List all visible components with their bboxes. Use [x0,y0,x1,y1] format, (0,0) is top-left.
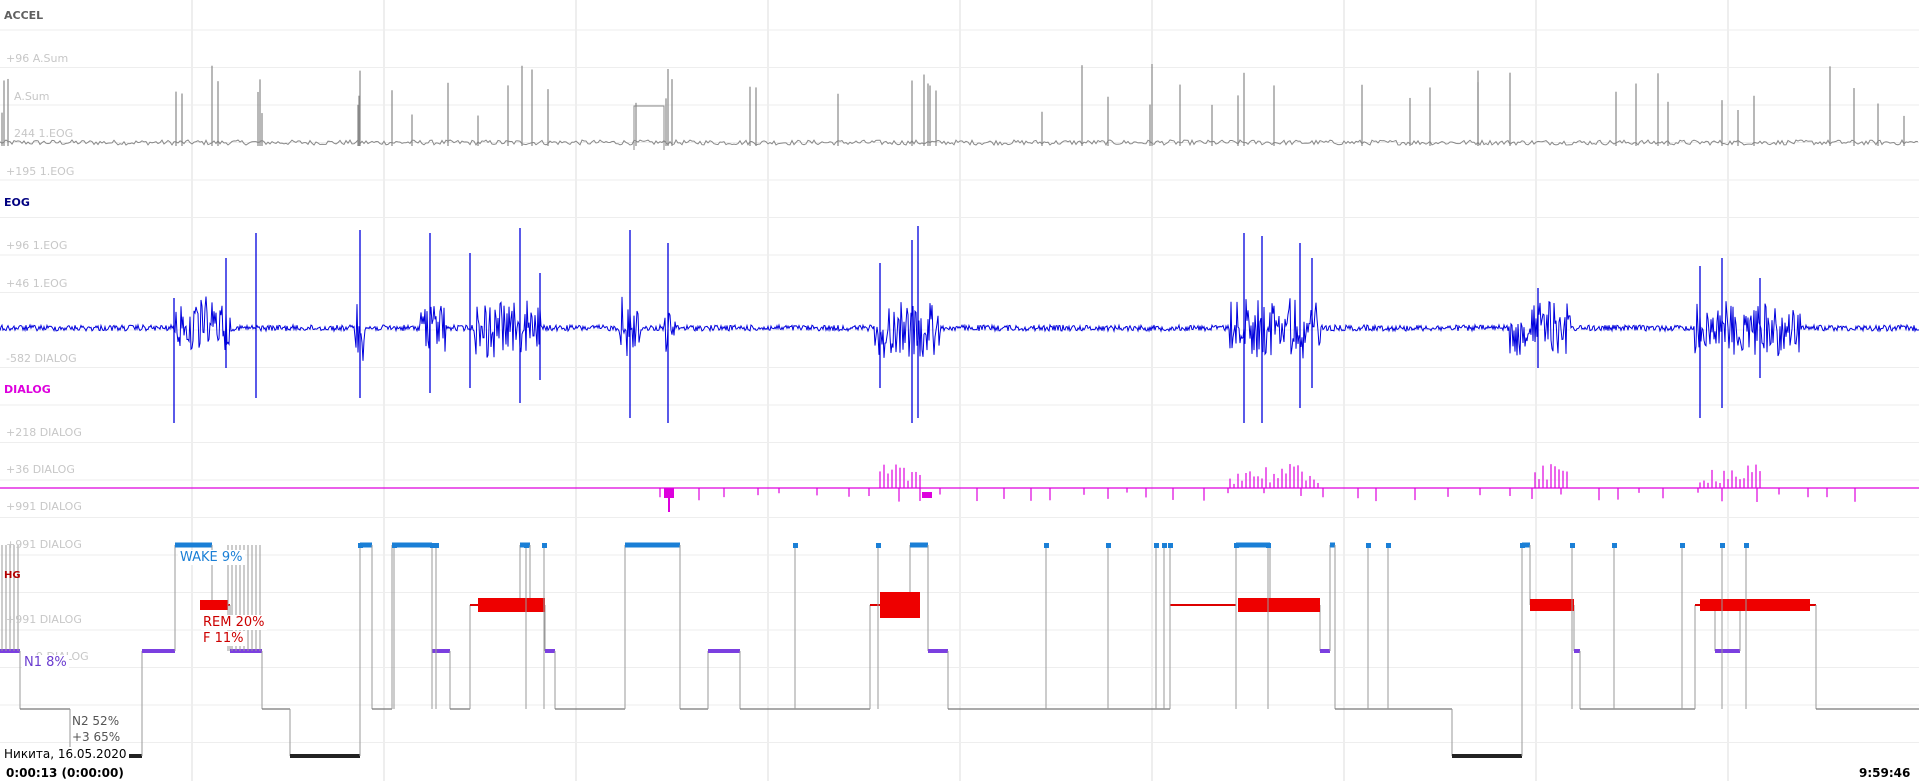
wake-marker [1744,543,1749,548]
rem-block [1530,599,1574,611]
scale-label: -582 DIALOG [6,352,77,365]
hg-channel-label: HG [4,570,21,581]
n3-percent-label: +3 65% [72,730,121,744]
wake-marker [1234,543,1239,548]
start-time: 0:00:13 (0:00:00) [6,766,124,780]
wake-marker [392,543,397,548]
n2-percent-label: N2 52% [72,714,120,728]
dialog-channel-label: DIALOG [4,383,51,396]
wake-marker [542,543,547,548]
wake-marker [1168,543,1173,548]
wake-marker [430,543,435,548]
end-time: 9:59:46 [1859,766,1911,780]
rem-block [880,592,920,618]
n1-percent-label: N1 8% [22,655,69,670]
patient-info: Никита, 16.05.2020 [4,747,129,761]
wake-marker [1386,543,1391,548]
wake-marker [1612,543,1617,548]
accel-trace [0,64,1919,150]
wake-marker [524,543,529,548]
accel-channel-label: ACCEL [4,9,44,22]
scale-label: A.Sum [14,90,50,103]
scale-label: +36 DIALOG [6,463,75,476]
scale-label: +96 A.Sum [6,52,69,65]
wake-marker [1366,543,1371,548]
wake-marker [1520,543,1525,548]
wake-marker [1570,543,1575,548]
rem-block [200,600,228,610]
wake-marker [1106,543,1111,548]
rem-percent-label: REM 20% [201,615,267,630]
dialog-trace [0,464,1919,512]
wake-marker [1680,543,1685,548]
f-percent-label: F 11% [201,631,246,646]
scale-label: +195 1.EOG [6,165,75,178]
wake-marker [1154,543,1159,548]
scale-label: +46 1.EOG [6,277,68,290]
scale-label: +218 DIALOG [6,426,82,439]
wake-marker [1720,543,1725,548]
wake-percent-label: WAKE 9% [178,550,245,565]
eog-channel-label: EOG [4,196,30,209]
wake-marker [793,543,798,548]
wake-marker [1162,543,1167,548]
scale-label: +991 DIALOG [6,613,82,626]
rem-block [1700,599,1810,611]
accel-baseline [0,138,1919,147]
scale-label: +991 DIALOG [6,538,82,551]
dialog-marker [922,492,932,498]
scale-label: 244 1.EOG [14,127,74,140]
rem-block [1238,598,1320,612]
wake-marker [358,543,363,548]
hypnogram [0,542,1919,758]
eog-signal [0,296,1919,361]
wake-marker [876,543,881,548]
wake-marker [434,543,439,548]
rem-block [478,598,545,612]
dialog-marker [664,488,674,498]
eog-trace [0,226,1919,423]
scale-label: +96 1.EOG [6,239,68,252]
wake-marker [1044,543,1049,548]
scale-label: +991 DIALOG [6,500,82,513]
accel-artifact [633,105,665,150]
wake-marker [1266,543,1271,548]
